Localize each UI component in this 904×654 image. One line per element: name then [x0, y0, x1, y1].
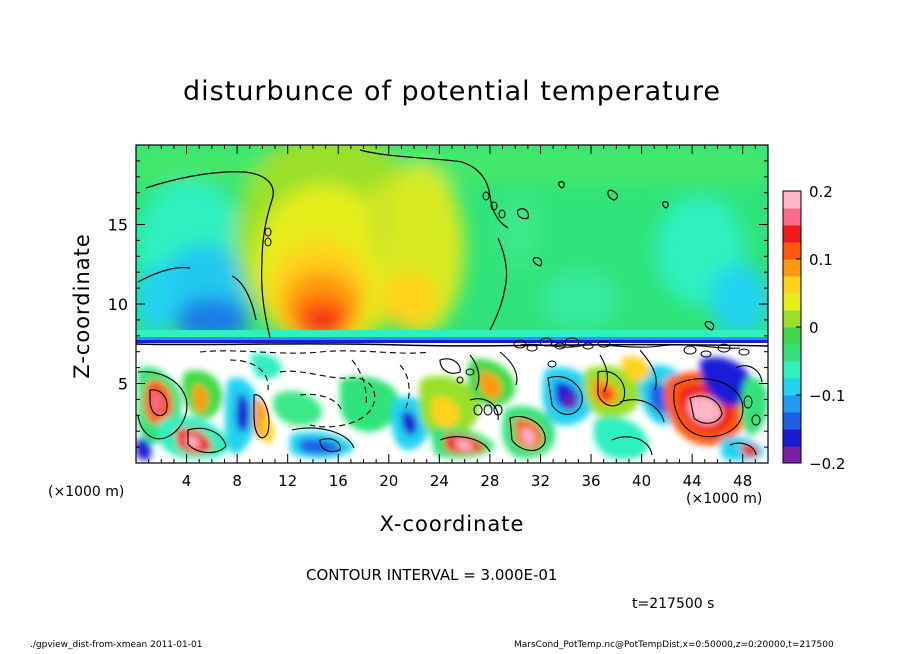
footer-right: MarsCond_PotTemp.nc@PotTempDist,x=0:5000… [514, 640, 834, 650]
x-tick-label: 16 [329, 472, 348, 490]
y-axis-ticks: 5 10 15 [108, 160, 768, 448]
footer-left: ./gpview_dist-from-xmean 2011-01-01 [30, 640, 203, 650]
y-tick-label: 5 [118, 375, 128, 394]
x-tick-label: 12 [278, 472, 297, 490]
colorbar-swatch [783, 412, 801, 430]
x-tick-label: 24 [430, 472, 449, 490]
x-tick-label: 28 [480, 472, 499, 490]
y-axis-label: Z-coordinate [70, 233, 94, 379]
colorbar-swatch [783, 378, 801, 396]
colorbar-swatch [783, 327, 801, 345]
x-axis-ticks: 4 8 12 16 20 24 28 32 36 40 44 48 [148, 145, 756, 490]
colorbar-swatch [783, 191, 801, 209]
colorbar-swatch [783, 395, 801, 413]
x-tick-label: 44 [683, 472, 702, 490]
colorbar-tick-label: −0.2 [809, 455, 845, 473]
colorbar-swatch [783, 344, 801, 362]
colorbar-swatch [783, 242, 801, 260]
x-unit-label-right: (×1000 m) [686, 491, 763, 507]
colorbar-swatch [783, 429, 801, 447]
colorbar-tick-label: 0 [809, 319, 819, 337]
y-tick-label: 10 [108, 295, 128, 314]
x-tick-label: 36 [581, 472, 600, 490]
x-axis-label: X-coordinate [379, 512, 525, 536]
x-tick-label: 48 [733, 472, 752, 490]
colorbar-swatch [783, 293, 801, 311]
colorbar-swatch [783, 446, 801, 464]
colorbar: −0.2 −0.1 0 0.1 0.2 [782, 183, 845, 473]
colorbar-tick-label: 0.2 [809, 183, 833, 201]
x-tick-label: 40 [632, 472, 651, 490]
colorbar-swatch [783, 310, 801, 328]
x-tick-label: 8 [232, 472, 242, 490]
colorbar-swatch [783, 259, 801, 277]
colorbar-tick-label: −0.1 [809, 387, 845, 405]
x-tick-label: 4 [182, 472, 192, 490]
time-label: t=217500 s [632, 596, 715, 612]
x-tick-label: 32 [531, 472, 550, 490]
chart-title: disturbunce of potential temperature [183, 76, 721, 107]
colorbar-swatch [783, 361, 801, 379]
colorbar-swatch [783, 276, 801, 294]
colorbar-tick-label: 0.1 [809, 251, 833, 269]
contour-interval-label: CONTOUR INTERVAL = 3.000E-01 [306, 566, 558, 584]
heatmap-field [136, 145, 768, 463]
x-tick-label: 20 [379, 472, 398, 490]
colorbar-swatch [783, 208, 801, 226]
colorbar-swatch [783, 225, 801, 243]
y-tick-label: 15 [108, 216, 128, 235]
x-unit-label-left: (×1000 m) [48, 484, 125, 500]
